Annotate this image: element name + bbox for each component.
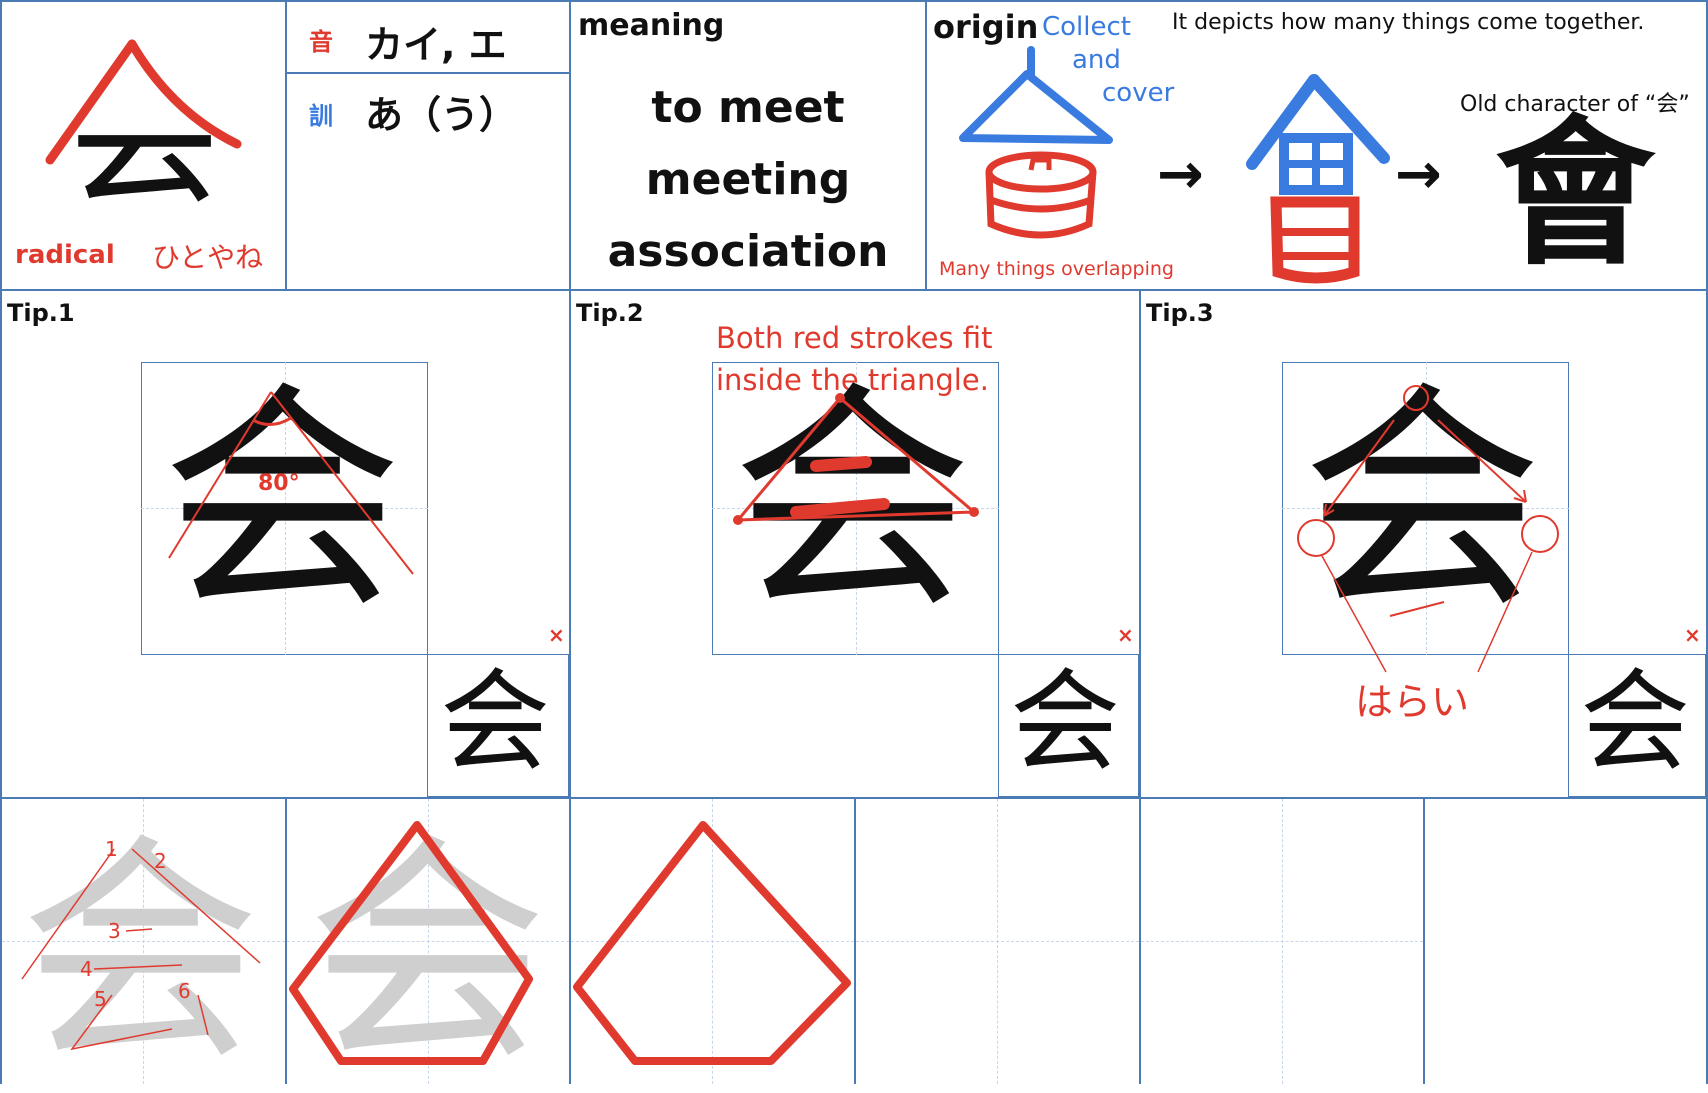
- main-kanji-cell: 会 radical ひとやね: [2, 2, 285, 289]
- meaning-item: to meet: [651, 82, 845, 133]
- harai-annotation: [1297, 385, 1559, 673]
- tip-label: Tip.3: [1146, 299, 1214, 327]
- lid-pot-drawing: [959, 46, 1113, 239]
- angle-label: 80°: [258, 471, 300, 496]
- grid-line: [285, 0, 287, 289]
- stroke-number: 6: [178, 979, 191, 1003]
- meaning-item: association: [607, 226, 889, 277]
- tip-mini-kanji: 会: [1580, 658, 1690, 786]
- origin-note-and: and: [1072, 45, 1121, 75]
- main-kanji: 会: [64, 40, 225, 227]
- on-reading-row: 音 カイ, エ: [287, 2, 569, 72]
- kun-reading-row: 訓 あ（う）: [287, 74, 569, 289]
- practice-box-outline[interactable]: [571, 799, 854, 1084]
- stroke-number: 5: [94, 987, 107, 1011]
- grid-line: [285, 797, 287, 1084]
- origin-note-collect: Collect: [1042, 12, 1131, 42]
- main-kanji-roof-strokes: [45, 39, 242, 165]
- practice-box-empty[interactable]: [1425, 799, 1706, 1084]
- tip-mini-kanji: 会: [1010, 658, 1120, 786]
- guide-line: [1141, 941, 1423, 942]
- meaning-title: meaning: [578, 8, 725, 43]
- tip-note-line2: inside the triangle.: [716, 363, 989, 397]
- practice-box-empty[interactable]: [856, 799, 1139, 1084]
- grid-line: [0, 0, 2, 1084]
- stroke-number: 3: [108, 919, 121, 943]
- harai-label: はらい: [1355, 680, 1470, 724]
- practice-box-empty[interactable]: [1141, 799, 1423, 1084]
- old-character-label: Old character of “会”: [1460, 92, 1690, 117]
- old-kanji: 會: [1495, 100, 1656, 287]
- pentagon-guide: [289, 821, 533, 1065]
- grid-line: [569, 0, 571, 1084]
- grid-line: [0, 289, 1708, 291]
- kun-icon: 訓: [309, 102, 333, 130]
- stroke-order-arrows: [21, 848, 261, 1051]
- close-icon[interactable]: ×: [548, 623, 565, 647]
- practice-box-trace[interactable]: 会: [287, 799, 569, 1084]
- angle-annotation: [168, 391, 414, 575]
- on-reading: カイ, エ: [365, 23, 507, 67]
- ghost-kanji: 会: [20, 813, 261, 1093]
- on-icon: 音: [309, 28, 333, 56]
- tip-1-cell: Tip.1 会 80° 会 ×: [2, 291, 569, 797]
- kun-reading: あ（う）: [365, 93, 518, 137]
- grid-line: [0, 0, 1708, 2]
- arrow-icon: →: [1157, 142, 1204, 207]
- grid-line: [285, 72, 569, 74]
- guide-line: [141, 508, 428, 509]
- origin-title: origin: [933, 8, 1039, 46]
- arrow-icon: →: [1395, 142, 1442, 207]
- tip-label: Tip.1: [7, 299, 75, 327]
- origin-note-cover: cover: [1102, 78, 1175, 108]
- mid-kanji-drawing: [1246, 74, 1390, 284]
- tip-3-cell: Tip.3 会 はらい 会 ×: [1141, 291, 1706, 797]
- guide-line: [856, 941, 1139, 942]
- guide-line: [1282, 508, 1569, 509]
- meaning-item: meeting: [645, 154, 851, 205]
- practice-box-stroke-order: 会 1 2 3 4 5 6: [2, 799, 285, 1084]
- tip-label: Tip.2: [576, 299, 644, 327]
- tip-2-cell: Tip.2 Both red strokes fit inside the tr…: [571, 291, 1139, 797]
- close-icon[interactable]: ×: [1117, 623, 1134, 647]
- tip-note-line1: Both red strokes fit: [716, 321, 993, 355]
- pentagon-guide: [573, 821, 851, 1065]
- tip-mini-box: [998, 654, 1139, 797]
- guide-line: [2, 941, 285, 942]
- origin-description: It depicts how many things come together…: [1172, 10, 1645, 35]
- stroke-number: 1: [105, 837, 118, 861]
- grid-line: [925, 0, 927, 289]
- guide-line: [571, 941, 854, 942]
- tip-kanji: 会: [1302, 361, 1543, 641]
- stroke-number: 2: [154, 849, 167, 873]
- tip-mini-box: [1568, 654, 1706, 797]
- origin-overlap-note: Many things overlapping: [939, 258, 1174, 280]
- guide-line: [287, 941, 569, 942]
- grid-line: [854, 797, 856, 1084]
- stroke-number: 4: [80, 957, 93, 981]
- meaning-cell: meaning to meet meeting association: [571, 2, 925, 289]
- grid-line: [1139, 289, 1141, 1084]
- grid-line: [1706, 0, 1708, 1084]
- tip-mini-kanji: 会: [440, 658, 550, 786]
- origin-cell: origin Collect and cover It depicts how …: [927, 2, 1706, 289]
- radical-name: ひとやね: [152, 241, 264, 274]
- close-icon[interactable]: ×: [1684, 623, 1701, 647]
- grid-line: [1423, 797, 1425, 1084]
- triangle-annotation: [733, 393, 979, 525]
- tip-mini-box: [427, 654, 569, 797]
- radical-label: radical: [15, 240, 115, 270]
